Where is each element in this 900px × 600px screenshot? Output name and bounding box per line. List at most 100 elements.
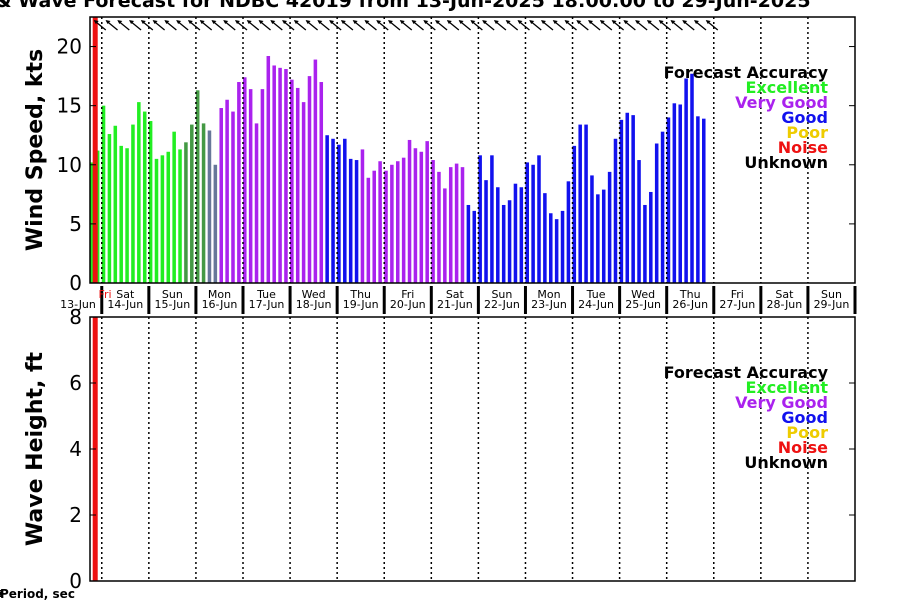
data-bar [448,167,453,283]
data-bar [166,151,171,283]
data-bar [172,131,176,283]
period-value: 7 [0,589,3,600]
direction-arrow [376,20,389,31]
legend-entry: Noise [778,438,828,457]
y-tick-label: 0 [69,569,82,593]
day-name: Sat [116,288,135,301]
data-bar [619,119,624,283]
data-bar [207,130,212,283]
legend-entry: Excellent [746,78,829,97]
data-bar [684,78,688,283]
data-bar [507,200,512,283]
data-bar [631,115,635,283]
period-value: 6 [0,589,3,600]
day-name: Fri [731,288,744,301]
data-bar [660,131,665,283]
period-value: 7 [0,589,3,600]
direction-arrow [588,20,601,31]
direction-arrow [693,20,707,31]
period-value: 6 [0,589,3,600]
data-bar [313,59,318,284]
period-value: 8 [0,589,3,600]
data-bar [690,73,694,283]
day-date: 13-Jun [60,298,96,311]
data-bar [425,141,429,283]
data-bar [649,191,653,283]
data-bar [348,158,353,283]
data-bar [696,116,700,283]
y-tick-label: 10 [57,153,82,177]
data-bar [431,160,435,283]
y-tick-label: 4 [69,437,82,461]
data-bar [272,65,276,284]
period-value: 8 [0,589,3,600]
data-bar [278,67,282,283]
data-bar [702,118,706,283]
direction-arrow [117,20,130,31]
data-bar [537,155,541,283]
day-date: 20-Jun [390,298,426,311]
data-bar [248,89,253,283]
data-bar [137,102,141,284]
y-tick-label: 8 [69,305,82,329]
period-value: 4 [0,589,3,600]
data-bar [113,125,118,284]
data-bar [625,112,630,283]
data-bar [643,204,647,283]
data-bar [360,149,365,283]
period-value: 6 [0,589,3,600]
period-value: 6 [0,589,3,600]
direction-arrow [576,20,589,31]
direction-arrow [399,20,413,31]
day-date: 24-Jun [578,298,614,311]
data-bar [354,160,359,283]
data-bar [184,142,188,283]
data-bar [101,105,106,284]
data-bar [490,155,494,283]
day-date: 29-Jun [814,298,850,311]
day-date: 28-Jun [766,298,802,311]
day-name: Mon [537,288,560,301]
data-bar [125,148,129,283]
data-bar [90,162,94,283]
data-bar [301,102,306,284]
wind-speed-panel: 0 5 10 15 20 Wind Speed, kts Forecast Accuracy… [23,16,856,295]
data-bar [390,164,394,283]
data-bar [419,151,424,283]
current-time-marker [92,17,98,283]
direction-arrow [493,20,507,31]
period-value: 6 [0,589,3,600]
data-bar [601,189,606,283]
data-bar [378,161,382,283]
legend-entry: Good [781,408,828,427]
data-bar [284,69,288,283]
direction-arrow [305,20,319,31]
direction-arrow [635,20,648,31]
data-bar [396,161,400,283]
data-bar [596,194,600,283]
period-value: 6 [0,589,3,600]
plot-frame [89,16,856,284]
data-bar [496,187,500,283]
direction-arrow [211,20,224,31]
direction-arrow [435,20,448,31]
y-tick-label: 0 [69,271,82,295]
data-bar [654,143,659,283]
day-date: 21-Jun [437,298,473,311]
data-bar [237,82,241,284]
day-name: Sun [162,288,183,301]
direction-arrow [529,20,542,31]
direction-arrow [411,20,424,31]
data-bar [178,149,182,283]
period-value: 6 [0,589,3,600]
data-bar [466,204,471,283]
direction-arrow [258,20,271,31]
period-value: 6 [0,589,3,600]
day-date: 14-Jun [107,298,143,311]
data-bar [148,121,153,283]
direction-arrow [646,20,660,31]
data-bar [343,138,347,283]
legend-entry: Poor [786,123,828,142]
data-bar [484,180,488,283]
